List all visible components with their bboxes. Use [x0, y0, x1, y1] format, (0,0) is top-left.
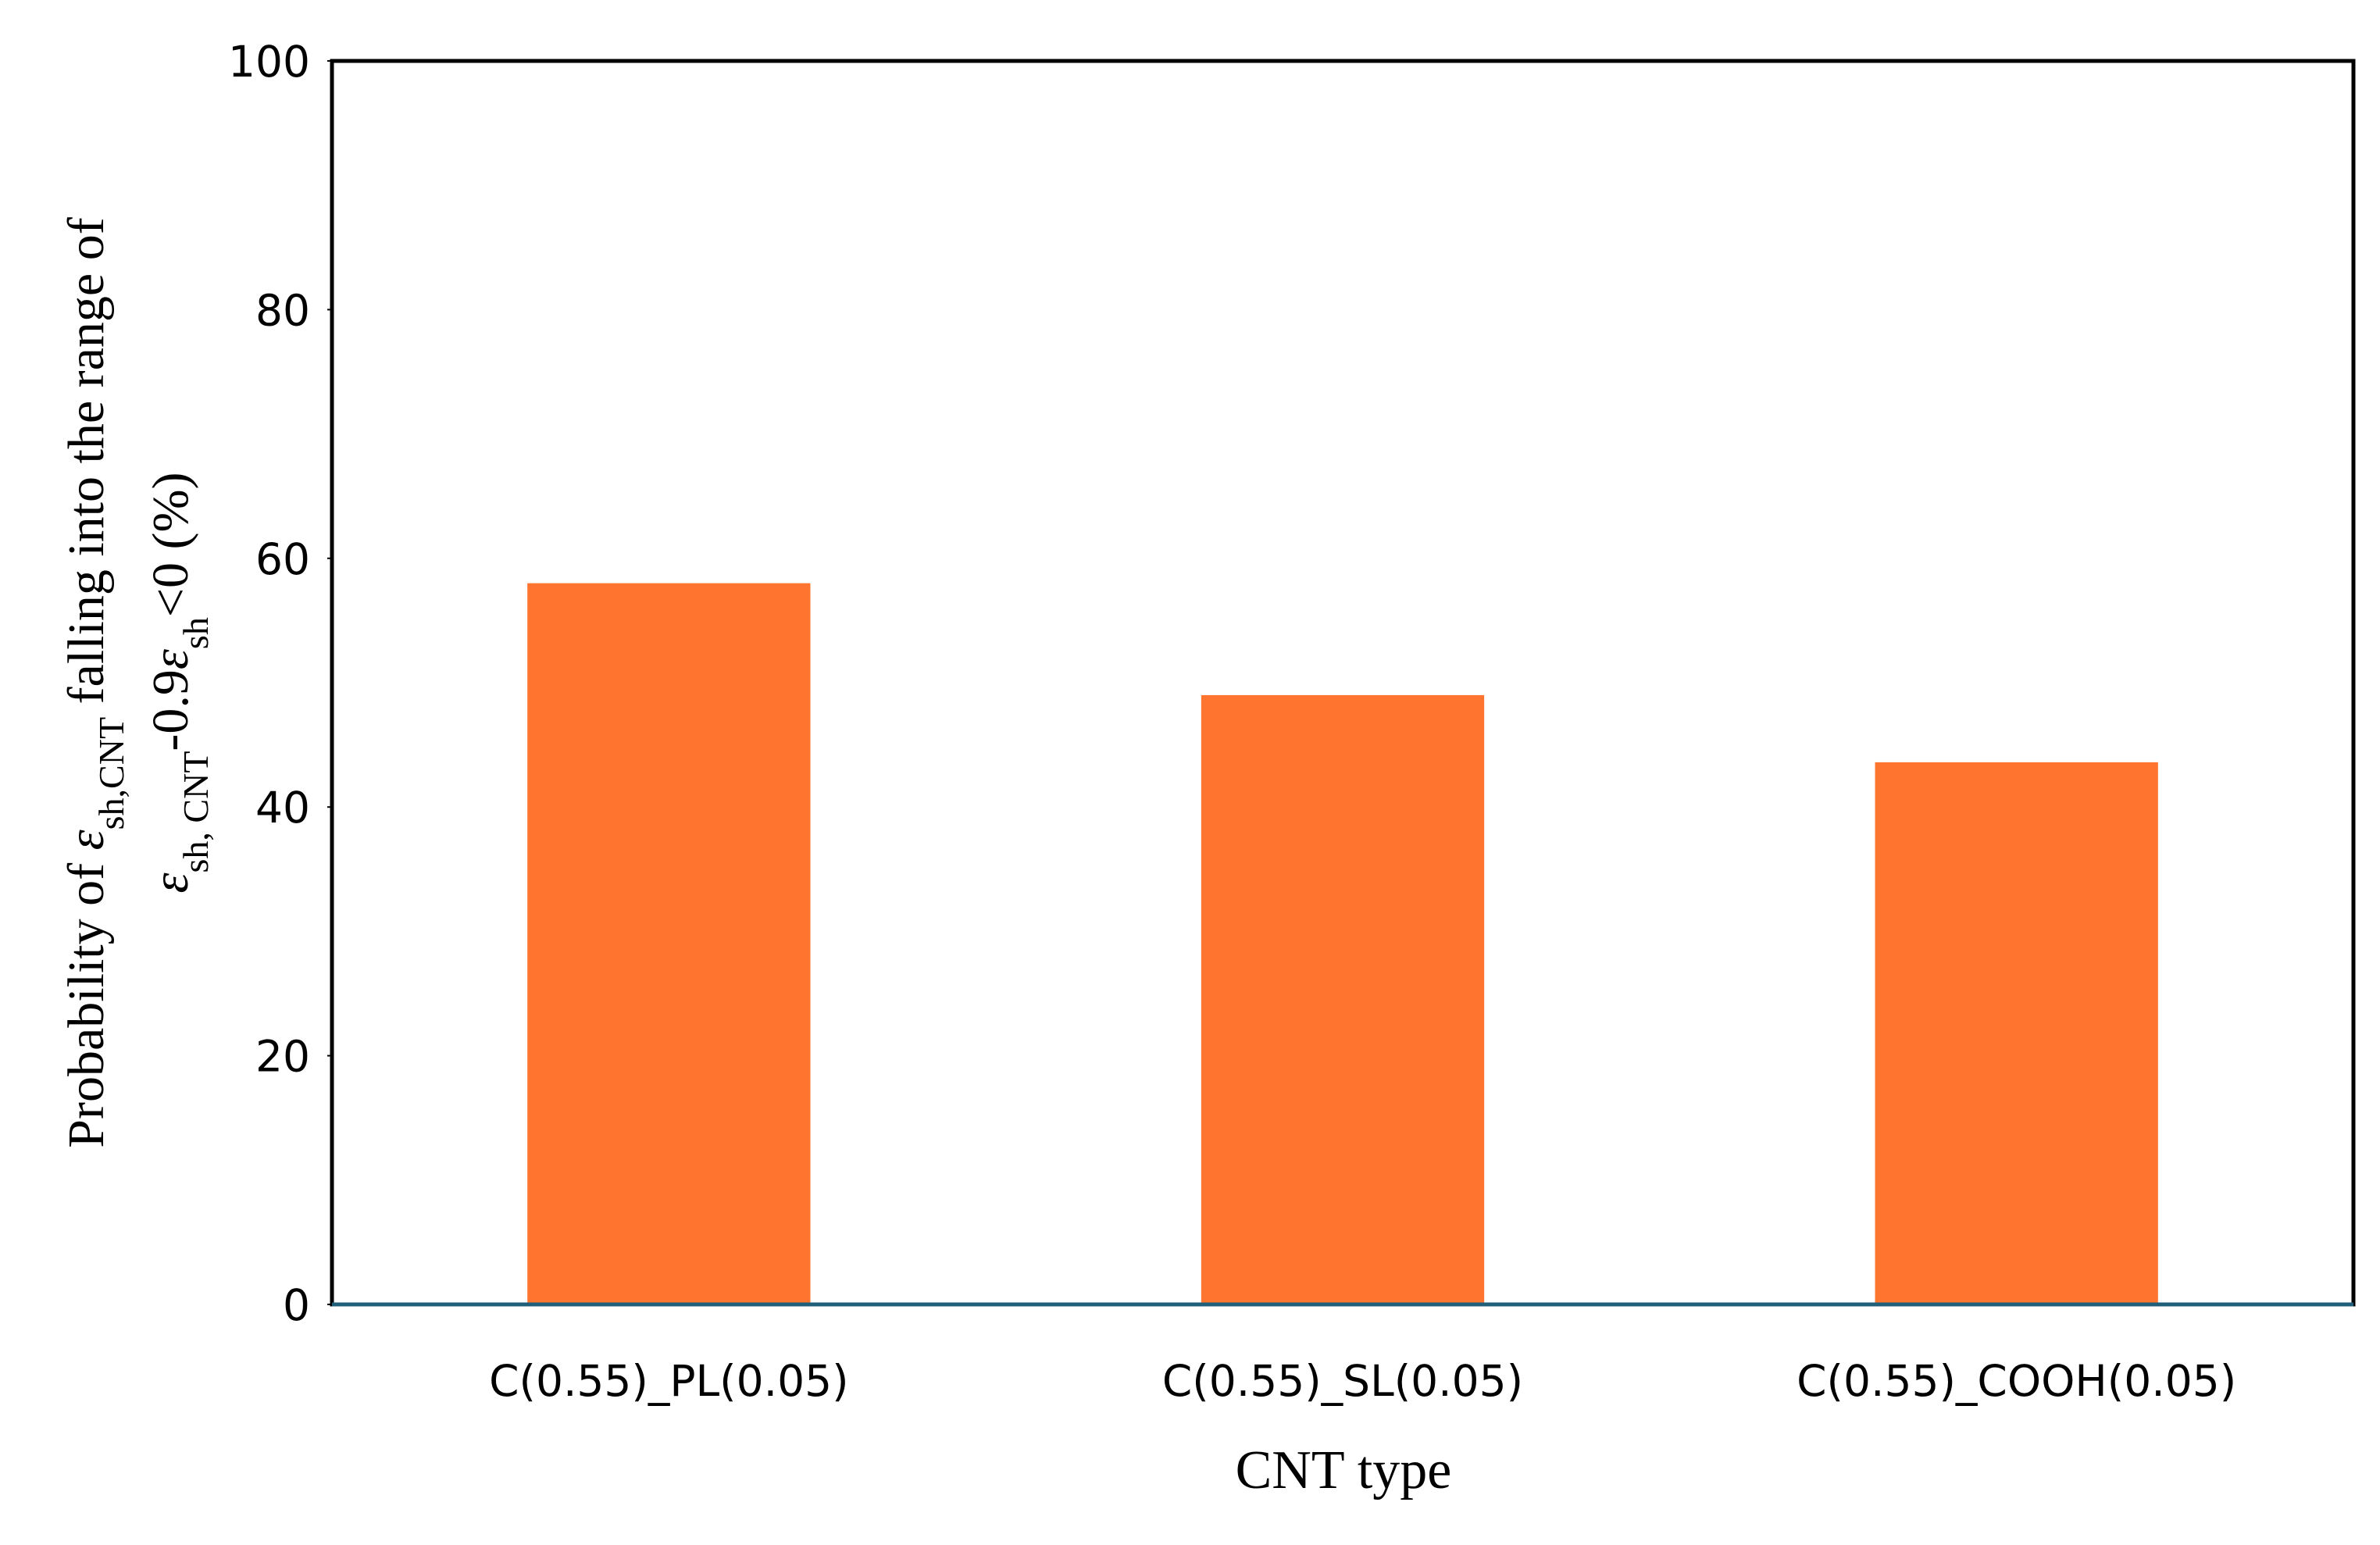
y-tick-label: 60 — [255, 534, 310, 584]
label-text: -0.9 — [142, 669, 199, 751]
bar — [527, 583, 811, 1304]
y-tick-label: 20 — [255, 1032, 310, 1082]
label-text: <0 (%) — [142, 473, 199, 618]
subscript: sh,CNT — [91, 717, 131, 830]
x-tick-label: C(0.55)_PL(0.05) — [489, 1356, 848, 1406]
y-tick-label: 100 — [228, 37, 310, 87]
label-text: ε — [142, 872, 199, 893]
y-axis-label-line: εsh, CNT-0.9εsh<0 (%) — [142, 473, 216, 894]
y-tick-label: 40 — [255, 783, 310, 833]
label-text: ε — [58, 830, 115, 850]
label-text: Probability of — [58, 850, 115, 1147]
subscript: sh, CNT — [176, 751, 216, 873]
bar — [1875, 762, 2158, 1304]
subscript: sh — [176, 617, 216, 649]
x-axis-label: CNT type — [1236, 1440, 1452, 1500]
y-axis-label: Probability of εsh,CNT falling into the … — [58, 217, 216, 1147]
y-tick-label: 80 — [255, 285, 310, 335]
label-text: ε — [142, 649, 199, 669]
y-axis-label-line: Probability of εsh,CNT falling into the … — [58, 217, 131, 1147]
x-tick-label: C(0.55)_COOH(0.05) — [1797, 1356, 2236, 1406]
label-text: falling into the range of — [58, 217, 115, 717]
y-tick-label: 0 — [283, 1280, 310, 1330]
bar — [1201, 694, 1485, 1304]
x-tick-label: C(0.55)_SL(0.05) — [1162, 1356, 1523, 1406]
